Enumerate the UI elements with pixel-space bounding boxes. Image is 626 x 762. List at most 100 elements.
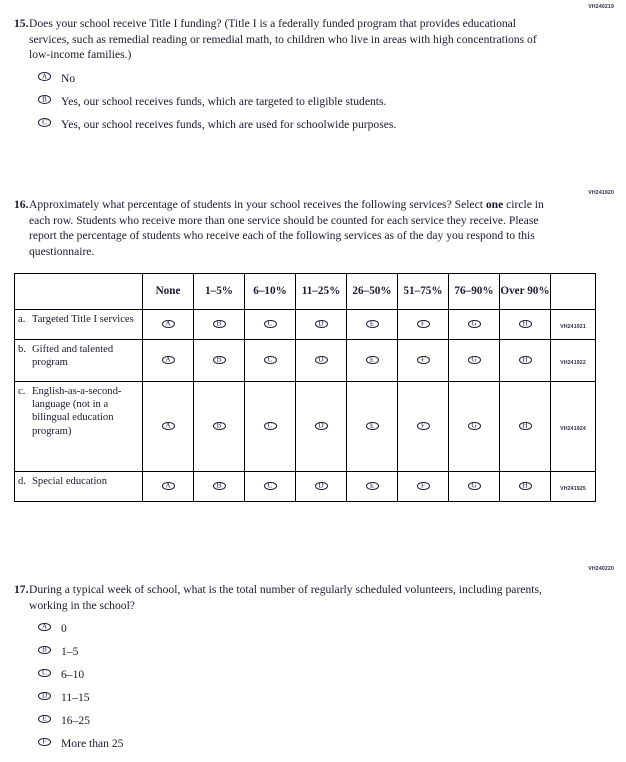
bubble-g-icon[interactable]: G (467, 421, 481, 431)
bubble-g-icon[interactable]: G (467, 319, 481, 329)
bubble-cell-a-6-10[interactable]: C (244, 309, 296, 340)
bubble-h-icon[interactable]: H (518, 421, 532, 431)
bubble-a-icon[interactable]: A (38, 72, 51, 81)
bubble-cell-b-11-25[interactable]: D (295, 339, 347, 382)
option-17-c[interactable]: C 6–10 (38, 667, 626, 690)
bubble-c-icon[interactable]: C (263, 421, 277, 431)
bubble-cell-d-26-50[interactable]: E (346, 471, 398, 502)
bubble-cell-a-over-90[interactable]: H (499, 309, 551, 340)
option-15-b[interactable]: B Yes, our school receives funds, which … (38, 94, 626, 117)
bubble-c-icon[interactable]: C (263, 481, 277, 491)
option-17-b[interactable]: B 1–5 (38, 644, 626, 667)
bubble-b-icon[interactable]: B (212, 355, 226, 365)
bubble-e-icon[interactable]: E (365, 481, 379, 491)
bubble-b-icon[interactable]: B (38, 645, 51, 655)
bubble-cell-b-1-5[interactable]: B (193, 339, 245, 382)
bubble-d-icon[interactable]: D (38, 691, 51, 701)
bubble-d-icon[interactable]: D (314, 319, 328, 329)
bubble-cell-c-26-50[interactable]: E (346, 381, 398, 472)
option-15-a[interactable]: A No (38, 71, 626, 94)
bubble-letter: F (421, 355, 425, 364)
bubble-cell-d-over-90[interactable]: H (499, 471, 551, 502)
bubble-cell-c-6-10[interactable]: C (244, 381, 296, 472)
bubble-cell-c-over-90[interactable]: H (499, 381, 551, 472)
bubble-cell-c-none[interactable]: A (142, 381, 194, 472)
bubble-cell-b-none[interactable]: A (142, 339, 194, 382)
bubble-c-icon[interactable]: C (38, 668, 51, 678)
bubble-cell-b-over-90[interactable]: H (499, 339, 551, 382)
bubble-a-icon[interactable]: A (161, 355, 175, 365)
question-17: 17. During a typical week of school, wha… (0, 582, 626, 759)
question-15-text: Does your school receive Title I funding… (29, 17, 537, 62)
bubble-d-icon[interactable]: D (314, 481, 328, 491)
bubble-h-icon[interactable]: H (518, 319, 532, 329)
bubble-f-icon[interactable]: F (38, 737, 51, 747)
bubble-cell-b-26-50[interactable]: E (346, 339, 398, 382)
bubble-e-icon[interactable]: E (38, 714, 51, 724)
bubble-cell-a-51-75[interactable]: F (397, 309, 449, 340)
bubble-c-icon[interactable]: C (263, 355, 277, 365)
option-17-d[interactable]: D 11–15 (38, 690, 626, 713)
bubble-a-icon[interactable]: A (38, 622, 51, 632)
bubble-c-icon[interactable]: C (263, 319, 277, 329)
bubble-cell-d-76-90[interactable]: G (448, 471, 500, 502)
option-17-f[interactable]: F More than 25 (38, 736, 626, 759)
bubble-cell-a-26-50[interactable]: E (346, 309, 398, 340)
bubble-cell-c-76-90[interactable]: G (448, 381, 500, 472)
bubble-letter: E (369, 319, 375, 328)
bubble-cell-c-51-75[interactable]: F (397, 381, 449, 472)
row-letter-b: b. (18, 344, 26, 355)
bubble-b-icon[interactable]: B (212, 481, 226, 491)
bubble-e-icon[interactable]: E (365, 319, 379, 329)
bubble-c-icon[interactable]: C (38, 118, 51, 127)
bubble-cell-d-51-75[interactable]: F (397, 471, 449, 502)
bubble-cell-b-76-90[interactable]: G (448, 339, 500, 382)
bubble-cell-a-11-25[interactable]: D (295, 309, 347, 340)
bubble-a-icon[interactable]: A (161, 319, 175, 329)
bubble-f-icon[interactable]: F (416, 481, 430, 491)
bubble-letter: B (216, 319, 222, 328)
bubble-e-icon[interactable]: E (365, 421, 379, 431)
bubble-letter: D (318, 481, 324, 490)
option-17-e[interactable]: E 16–25 (38, 713, 626, 736)
bubble-h-icon[interactable]: H (518, 355, 532, 365)
bubble-b-icon[interactable]: B (38, 95, 51, 104)
bubble-cell-d-none[interactable]: A (142, 471, 194, 502)
bubble-letter: A (165, 481, 171, 490)
bubble-d-icon[interactable]: D (314, 421, 328, 431)
bubble-d-icon[interactable]: D (314, 355, 328, 365)
bubble-b-icon[interactable]: B (212, 319, 226, 329)
bubble-cell-a-1-5[interactable]: B (193, 309, 245, 340)
table-row: d. Special education A B C D E F G H VH2… (14, 471, 596, 502)
option-15-c[interactable]: C Yes, our school receives funds, which … (38, 117, 626, 140)
bubble-cell-c-1-5[interactable]: B (193, 381, 245, 472)
question-15-options: A No B Yes, our school receives funds, w… (0, 71, 626, 140)
option-17-a[interactable]: A 0 (38, 621, 626, 644)
bubble-cell-b-51-75[interactable]: F (397, 339, 449, 382)
bubble-g-icon[interactable]: G (467, 481, 481, 491)
question-16: 16. Approximately what percentage of stu… (0, 197, 626, 259)
bubble-cell-d-11-25[interactable]: D (295, 471, 347, 502)
bubble-letter: D (318, 421, 324, 430)
bubble-cell-b-6-10[interactable]: C (244, 339, 296, 382)
bubble-cell-a-none[interactable]: A (142, 309, 194, 340)
bubble-cell-d-1-5[interactable]: B (193, 471, 245, 502)
bubble-letter: F (42, 737, 47, 746)
row-code-c: VH241924 (550, 381, 596, 472)
table-corner-cell (14, 273, 143, 310)
bubble-a-icon[interactable]: A (161, 421, 175, 431)
bubble-f-icon[interactable]: F (416, 319, 430, 329)
bubble-b-icon[interactable]: B (212, 421, 226, 431)
bubble-a-icon[interactable]: A (161, 481, 175, 491)
bubble-cell-c-11-25[interactable]: D (295, 381, 347, 472)
bubble-letter: A (165, 355, 171, 364)
bubble-cell-a-76-90[interactable]: G (448, 309, 500, 340)
bubble-g-icon[interactable]: G (467, 355, 481, 365)
column-header-11-25: 11–25% (295, 273, 347, 310)
bubble-f-icon[interactable]: F (416, 421, 430, 431)
bubble-e-icon[interactable]: E (365, 355, 379, 365)
bubble-cell-d-6-10[interactable]: C (244, 471, 296, 502)
column-header-51-75: 51–75% (397, 273, 449, 310)
bubble-h-icon[interactable]: H (518, 481, 532, 491)
bubble-f-icon[interactable]: F (416, 355, 430, 365)
